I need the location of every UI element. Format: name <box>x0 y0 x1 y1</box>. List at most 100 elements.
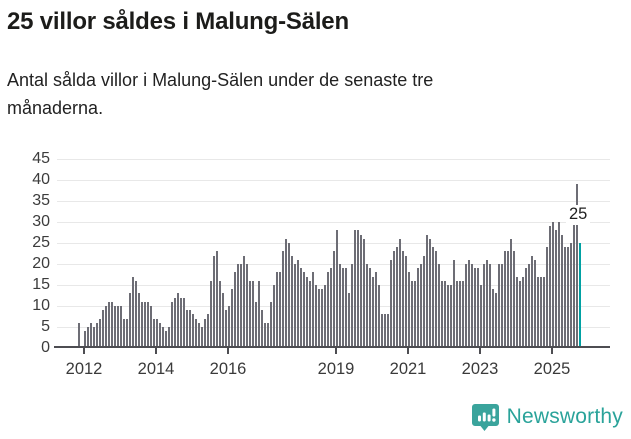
bar <box>444 280 447 348</box>
bar <box>354 230 357 348</box>
bar <box>525 268 528 348</box>
bar <box>414 280 417 348</box>
bar <box>564 247 567 348</box>
bar <box>513 251 516 348</box>
bar <box>399 238 402 348</box>
bar <box>294 264 297 348</box>
bar <box>477 268 480 348</box>
bar <box>162 327 165 348</box>
bar <box>378 285 381 348</box>
bar <box>324 285 327 348</box>
bar <box>468 259 471 348</box>
bar <box>417 268 420 348</box>
bar <box>195 318 198 348</box>
bar <box>342 268 345 348</box>
bar <box>474 268 477 348</box>
bar <box>114 306 117 348</box>
bar <box>441 280 444 348</box>
bar <box>273 285 276 348</box>
bar <box>150 306 153 348</box>
bar <box>504 251 507 348</box>
bar <box>186 310 189 348</box>
bar <box>210 280 213 348</box>
bar <box>126 318 129 348</box>
y-axis-tick-label: 5 <box>41 318 50 335</box>
x-axis-tick-label: 2023 <box>461 360 499 378</box>
bar <box>144 301 147 348</box>
bar <box>486 259 489 348</box>
bar <box>147 301 150 348</box>
bar <box>471 264 474 348</box>
bar <box>264 322 267 348</box>
bar <box>102 310 105 348</box>
gridline <box>57 243 610 244</box>
bar <box>447 285 450 348</box>
bar <box>498 264 501 348</box>
bar <box>450 285 453 348</box>
bar <box>315 285 318 348</box>
bar <box>570 243 573 348</box>
chart-subtitle-line1: Antal sålda villor i Malung-Sälen under … <box>7 70 434 90</box>
bar <box>231 289 234 348</box>
bar <box>258 280 261 348</box>
bar <box>228 306 231 348</box>
bar <box>216 251 219 348</box>
bar <box>453 259 456 348</box>
chart-subtitle-line2: månaderna. <box>7 98 104 118</box>
bar <box>429 238 432 348</box>
bar <box>327 272 330 348</box>
bar <box>519 280 522 348</box>
bar <box>369 268 372 348</box>
x-axis-tick-label: 2025 <box>533 360 571 378</box>
bar <box>240 264 243 348</box>
bar <box>168 327 171 348</box>
bar <box>318 289 321 348</box>
bar <box>237 264 240 348</box>
bar <box>306 276 309 348</box>
bar <box>348 293 351 348</box>
bar <box>405 255 408 348</box>
bar <box>78 322 81 348</box>
y-axis-tick-label: 10 <box>32 297 50 314</box>
x-axis-tick-label: 2016 <box>209 360 247 378</box>
newsworthy-logo-icon <box>471 404 499 431</box>
bar <box>330 268 333 348</box>
x-axis-tick <box>551 348 553 354</box>
bar <box>108 301 111 348</box>
bar <box>462 280 465 348</box>
x-axis-tick-label: 2021 <box>389 360 427 378</box>
bar <box>270 301 273 348</box>
bar <box>411 280 414 348</box>
bar <box>528 264 531 348</box>
bar <box>339 264 342 348</box>
bar <box>138 293 141 348</box>
brand-footer: Newsworthy <box>471 401 623 433</box>
bar <box>177 293 180 348</box>
x-axis-tick-label: 2014 <box>137 360 175 378</box>
bar <box>285 238 288 348</box>
bar <box>96 322 99 348</box>
bar <box>165 331 168 348</box>
x-axis-tick <box>227 348 229 354</box>
bar <box>234 272 237 348</box>
bar <box>576 184 579 348</box>
bar <box>396 247 399 348</box>
bar <box>507 251 510 348</box>
bar <box>555 230 558 348</box>
bar <box>180 297 183 348</box>
gridline <box>57 159 610 160</box>
bar <box>222 293 225 348</box>
x-axis-tick <box>155 348 157 354</box>
highlight-value-label: 25 <box>566 205 591 225</box>
bar <box>141 301 144 348</box>
bar <box>357 230 360 348</box>
bar <box>207 314 210 348</box>
bar <box>84 331 87 348</box>
bar <box>171 301 174 348</box>
plot-area: 2012 2014 2016 2019 2021 2023 2025 25 <box>54 159 610 378</box>
gridline <box>57 180 610 181</box>
bar <box>129 293 132 348</box>
x-axis-tick <box>407 348 409 354</box>
bar <box>420 264 423 348</box>
bar <box>90 322 93 348</box>
